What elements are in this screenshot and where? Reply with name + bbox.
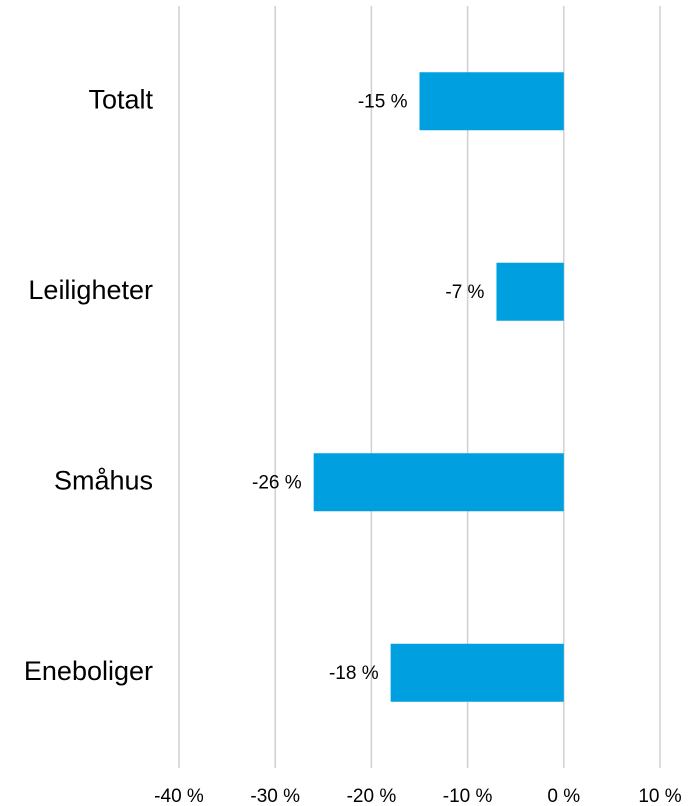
category-label: Eneboliger — [24, 656, 153, 686]
category-label: Totalt — [88, 84, 153, 114]
value-label: -26 % — [252, 472, 302, 493]
x-tick-label: -20 % — [347, 786, 397, 806]
x-tick-label: -10 % — [443, 786, 493, 806]
category-label: Leiligheter — [28, 275, 153, 305]
category-label: Småhus — [54, 465, 153, 495]
x-tick-label: -40 % — [154, 786, 204, 806]
value-label: -15 % — [358, 91, 408, 112]
x-tick-label: 10 % — [638, 786, 681, 806]
bar — [419, 72, 564, 131]
bar — [313, 453, 564, 512]
x-tick-label: 0 % — [547, 786, 580, 806]
value-label: -7 % — [445, 282, 484, 303]
x-tick-label: -30 % — [250, 786, 300, 806]
bar — [496, 262, 564, 321]
bar — [390, 643, 564, 702]
value-label: -18 % — [329, 663, 379, 684]
